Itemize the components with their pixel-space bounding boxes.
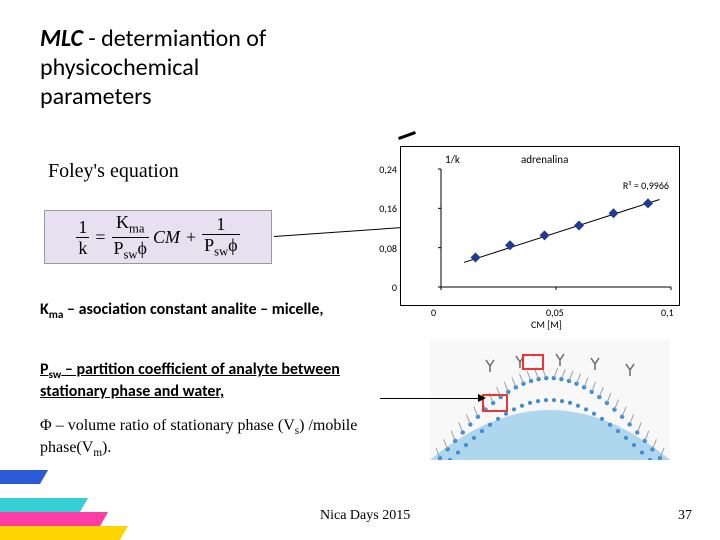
chart-ytick: 0,24	[377, 163, 397, 176]
eq-lhs-den: k	[76, 238, 89, 258]
eq-lhs: 1 k	[76, 217, 89, 258]
slide-title: MLC - determiantion of physicochemical p…	[40, 24, 360, 111]
chart-ytick: 0,16	[377, 202, 397, 215]
eq-cm: CM	[153, 227, 180, 248]
eq-lhs-num: 1	[76, 217, 89, 237]
desc-phi: Φ – volume ratio of stationary phase (Vs…	[40, 416, 380, 460]
micelle-svg	[430, 340, 670, 460]
stripe	[0, 484, 68, 498]
eq-t1-num: Kma	[114, 212, 146, 236]
title-line-3: parameters	[40, 82, 360, 111]
desc-psw: Psw – partition coefficient of analyte b…	[40, 360, 380, 402]
arrow-psw-to-diagram	[380, 398, 484, 399]
eq-plus: +	[186, 227, 196, 248]
foley-equation: 1 k = Kma Pswϕ CM + 1 Pswϕ	[44, 210, 272, 264]
eq-t1-den: Pswϕ	[112, 238, 150, 262]
chart-xtick: 0,05	[546, 306, 564, 319]
chart-ytick: 0	[377, 281, 397, 294]
foley-label: Foley's equation	[48, 160, 179, 183]
chart-xtick: 0	[431, 306, 436, 319]
stripe	[0, 498, 88, 512]
eq-term2: 1 Pswϕ	[202, 214, 240, 259]
title-mlc: MLC	[40, 24, 83, 53]
accent-mark	[398, 131, 416, 140]
footer-text: Nica Days 2015	[320, 508, 410, 524]
title-line-1: MLC - determiantion of	[40, 24, 360, 53]
title-rest: - determiantion of	[83, 24, 266, 53]
stripe	[0, 470, 48, 484]
eq-equals: =	[95, 227, 105, 248]
eq-t2-den: Pswϕ	[202, 235, 240, 259]
chart-svg	[401, 147, 681, 307]
page-number: 37	[678, 508, 692, 524]
stripe	[0, 526, 128, 540]
corner-stripes	[0, 470, 140, 540]
red-highlight-2	[522, 354, 544, 370]
eq-t2-num: 1	[214, 214, 227, 234]
micelle-diagram	[430, 340, 670, 460]
chart-x-title: CM [M]	[531, 318, 562, 331]
chart-xtick: 0,1	[661, 306, 674, 319]
adrenaline-chart: 1/k adrenalina R² = 0,9966 CM [M] 00,080…	[400, 146, 680, 306]
title-line-2: physicochemical	[40, 53, 360, 82]
chart-ytick: 0,08	[377, 242, 397, 255]
stripe	[0, 512, 108, 526]
desc-kma: Kma – asociation constant analite – mice…	[40, 300, 360, 322]
eq-term1: Kma Pswϕ	[112, 212, 150, 261]
